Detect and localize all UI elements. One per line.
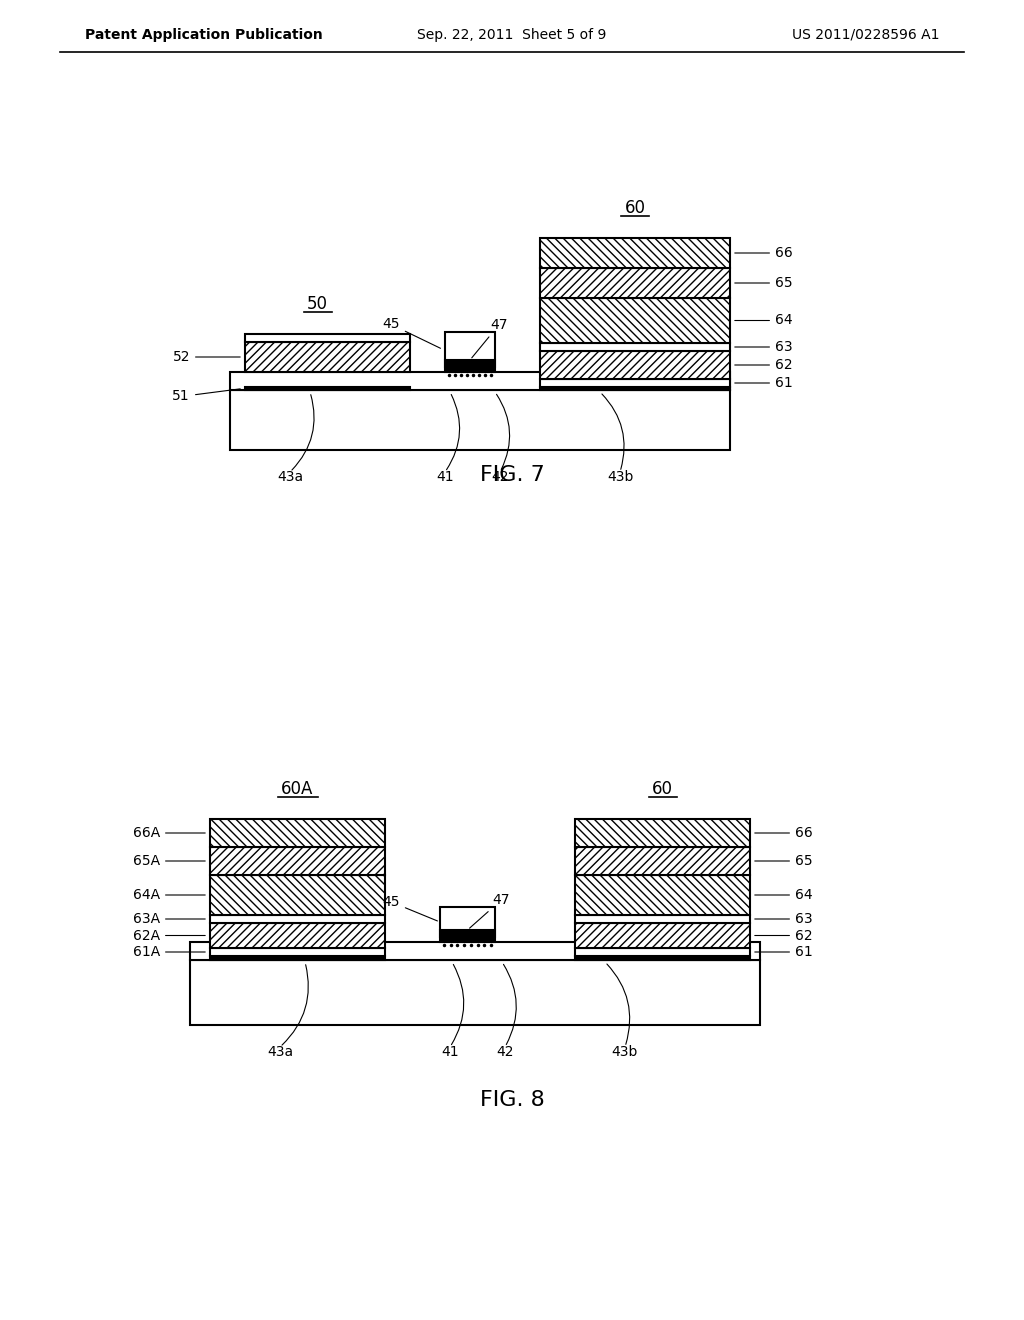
Bar (230, 372, 730, 389)
Bar (210, 818, 385, 847)
Text: 47: 47 (472, 318, 508, 358)
Bar (245, 387, 410, 389)
Text: 63: 63 (735, 341, 793, 354)
Text: 65A: 65A (133, 854, 205, 869)
Text: FIG. 7: FIG. 7 (479, 465, 545, 484)
Text: 52: 52 (172, 350, 241, 364)
Text: 45: 45 (383, 895, 437, 921)
Bar (540, 343, 730, 351)
Text: 62: 62 (735, 358, 793, 372)
Bar (540, 238, 730, 268)
Bar (210, 923, 385, 948)
Bar (540, 387, 730, 389)
Text: Patent Application Publication: Patent Application Publication (85, 28, 323, 42)
Text: 47: 47 (470, 894, 510, 928)
Text: 64A: 64A (133, 888, 205, 902)
Text: 43b: 43b (607, 470, 633, 484)
Bar (210, 956, 385, 960)
Bar (540, 268, 730, 298)
Text: 51: 51 (172, 389, 241, 404)
Text: Sep. 22, 2011  Sheet 5 of 9: Sep. 22, 2011 Sheet 5 of 9 (418, 28, 606, 42)
Text: 61: 61 (735, 376, 793, 389)
Text: 42: 42 (492, 470, 509, 484)
Text: 50: 50 (307, 294, 328, 313)
Bar (245, 342, 410, 372)
Bar (575, 847, 750, 875)
Text: 66A: 66A (133, 826, 205, 840)
Bar (210, 915, 385, 923)
Text: 63A: 63A (133, 912, 205, 927)
Bar (575, 956, 750, 960)
Text: 41: 41 (441, 1045, 459, 1059)
Bar (440, 931, 495, 942)
Text: 43a: 43a (276, 470, 303, 484)
Bar (440, 907, 495, 937)
Bar (575, 948, 750, 956)
Text: 43a: 43a (267, 1045, 293, 1059)
Text: 60: 60 (625, 199, 645, 216)
Bar (575, 818, 750, 847)
Bar (210, 847, 385, 875)
Text: 60: 60 (652, 780, 673, 799)
Text: FIG. 8: FIG. 8 (479, 1090, 545, 1110)
Text: 62: 62 (755, 928, 813, 942)
Text: 42: 42 (497, 1045, 514, 1059)
Bar (575, 915, 750, 923)
Bar (540, 298, 730, 343)
Bar (540, 351, 730, 379)
Bar (190, 942, 760, 960)
Bar (190, 960, 760, 1026)
Text: 66: 66 (755, 826, 813, 840)
Bar (230, 389, 730, 450)
Text: 45: 45 (383, 318, 440, 348)
Bar (445, 333, 495, 367)
Text: 61: 61 (755, 945, 813, 960)
Text: 64: 64 (755, 888, 813, 902)
Text: 65: 65 (755, 854, 813, 869)
Text: 41: 41 (436, 470, 454, 484)
Bar (575, 923, 750, 948)
Text: 61A: 61A (133, 945, 205, 960)
Text: 62A: 62A (133, 928, 205, 942)
Text: 43b: 43b (611, 1045, 638, 1059)
Text: 64: 64 (735, 314, 793, 327)
Bar (210, 948, 385, 956)
Text: 65: 65 (735, 276, 793, 290)
Text: 60A: 60A (282, 780, 313, 799)
Text: 63: 63 (755, 912, 813, 927)
Text: US 2011/0228596 A1: US 2011/0228596 A1 (793, 28, 940, 42)
Bar (245, 334, 410, 342)
Bar (575, 875, 750, 915)
Text: 66: 66 (735, 246, 793, 260)
Bar (210, 875, 385, 915)
Bar (445, 360, 495, 372)
Bar (540, 379, 730, 387)
